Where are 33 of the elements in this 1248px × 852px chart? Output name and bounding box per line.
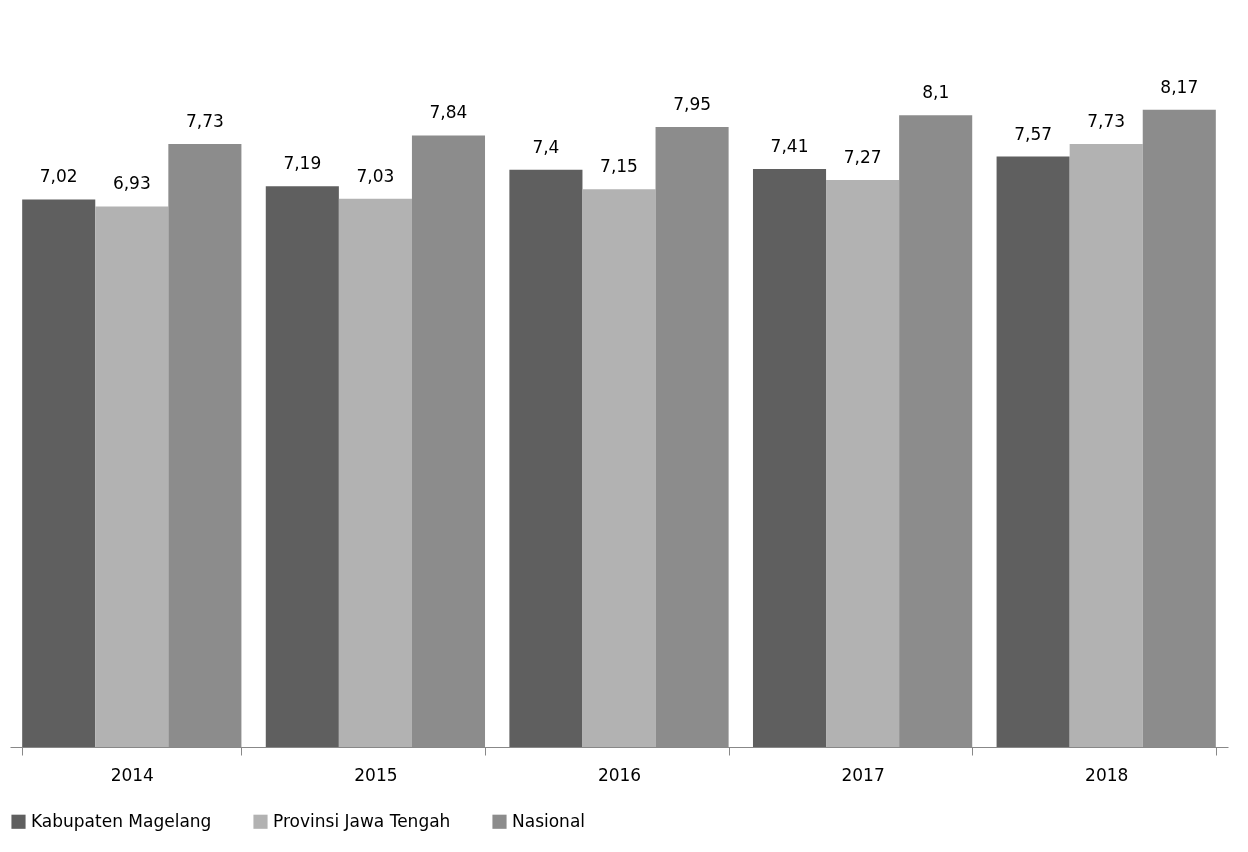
data-label: 6,93 [112,173,151,194]
x-tick-label: 2014 [110,764,154,785]
bar [509,169,583,747]
data-label: 7,73 [185,111,224,132]
data-label: 7,73 [1087,111,1126,132]
bar [582,189,656,747]
data-label: 7,41 [770,136,809,157]
data-label: 7,03 [356,165,395,186]
x-tick-label: 2018 [1085,764,1129,785]
legend-label: Nasional [512,810,586,831]
x-tick-label: 2015 [354,764,398,785]
bar [996,156,1070,747]
data-label: 7,84 [429,102,468,123]
legend-label: Provinsi Jawa Tengah [273,810,451,831]
bar [826,179,900,747]
data-label: 7,95 [673,93,712,114]
x-tick-label: 2017 [841,764,885,785]
data-label: 7,57 [1014,123,1053,144]
data-label: 8,17 [1160,76,1199,97]
bar [265,186,339,747]
bar [1069,144,1143,747]
data-label: 8,1 [922,82,950,103]
legend-label: Kabupaten Magelang [31,810,212,831]
data-label: 7,27 [843,146,882,167]
bar [338,198,412,747]
bar [22,199,96,747]
data-label: 7,19 [283,153,322,174]
x-tick-label: 2016 [597,764,642,785]
data-label: 7,4 [532,136,560,157]
data-label: 7,02 [39,166,78,187]
bar [95,206,169,747]
data-label: 7,15 [600,156,638,177]
bar [752,169,827,747]
